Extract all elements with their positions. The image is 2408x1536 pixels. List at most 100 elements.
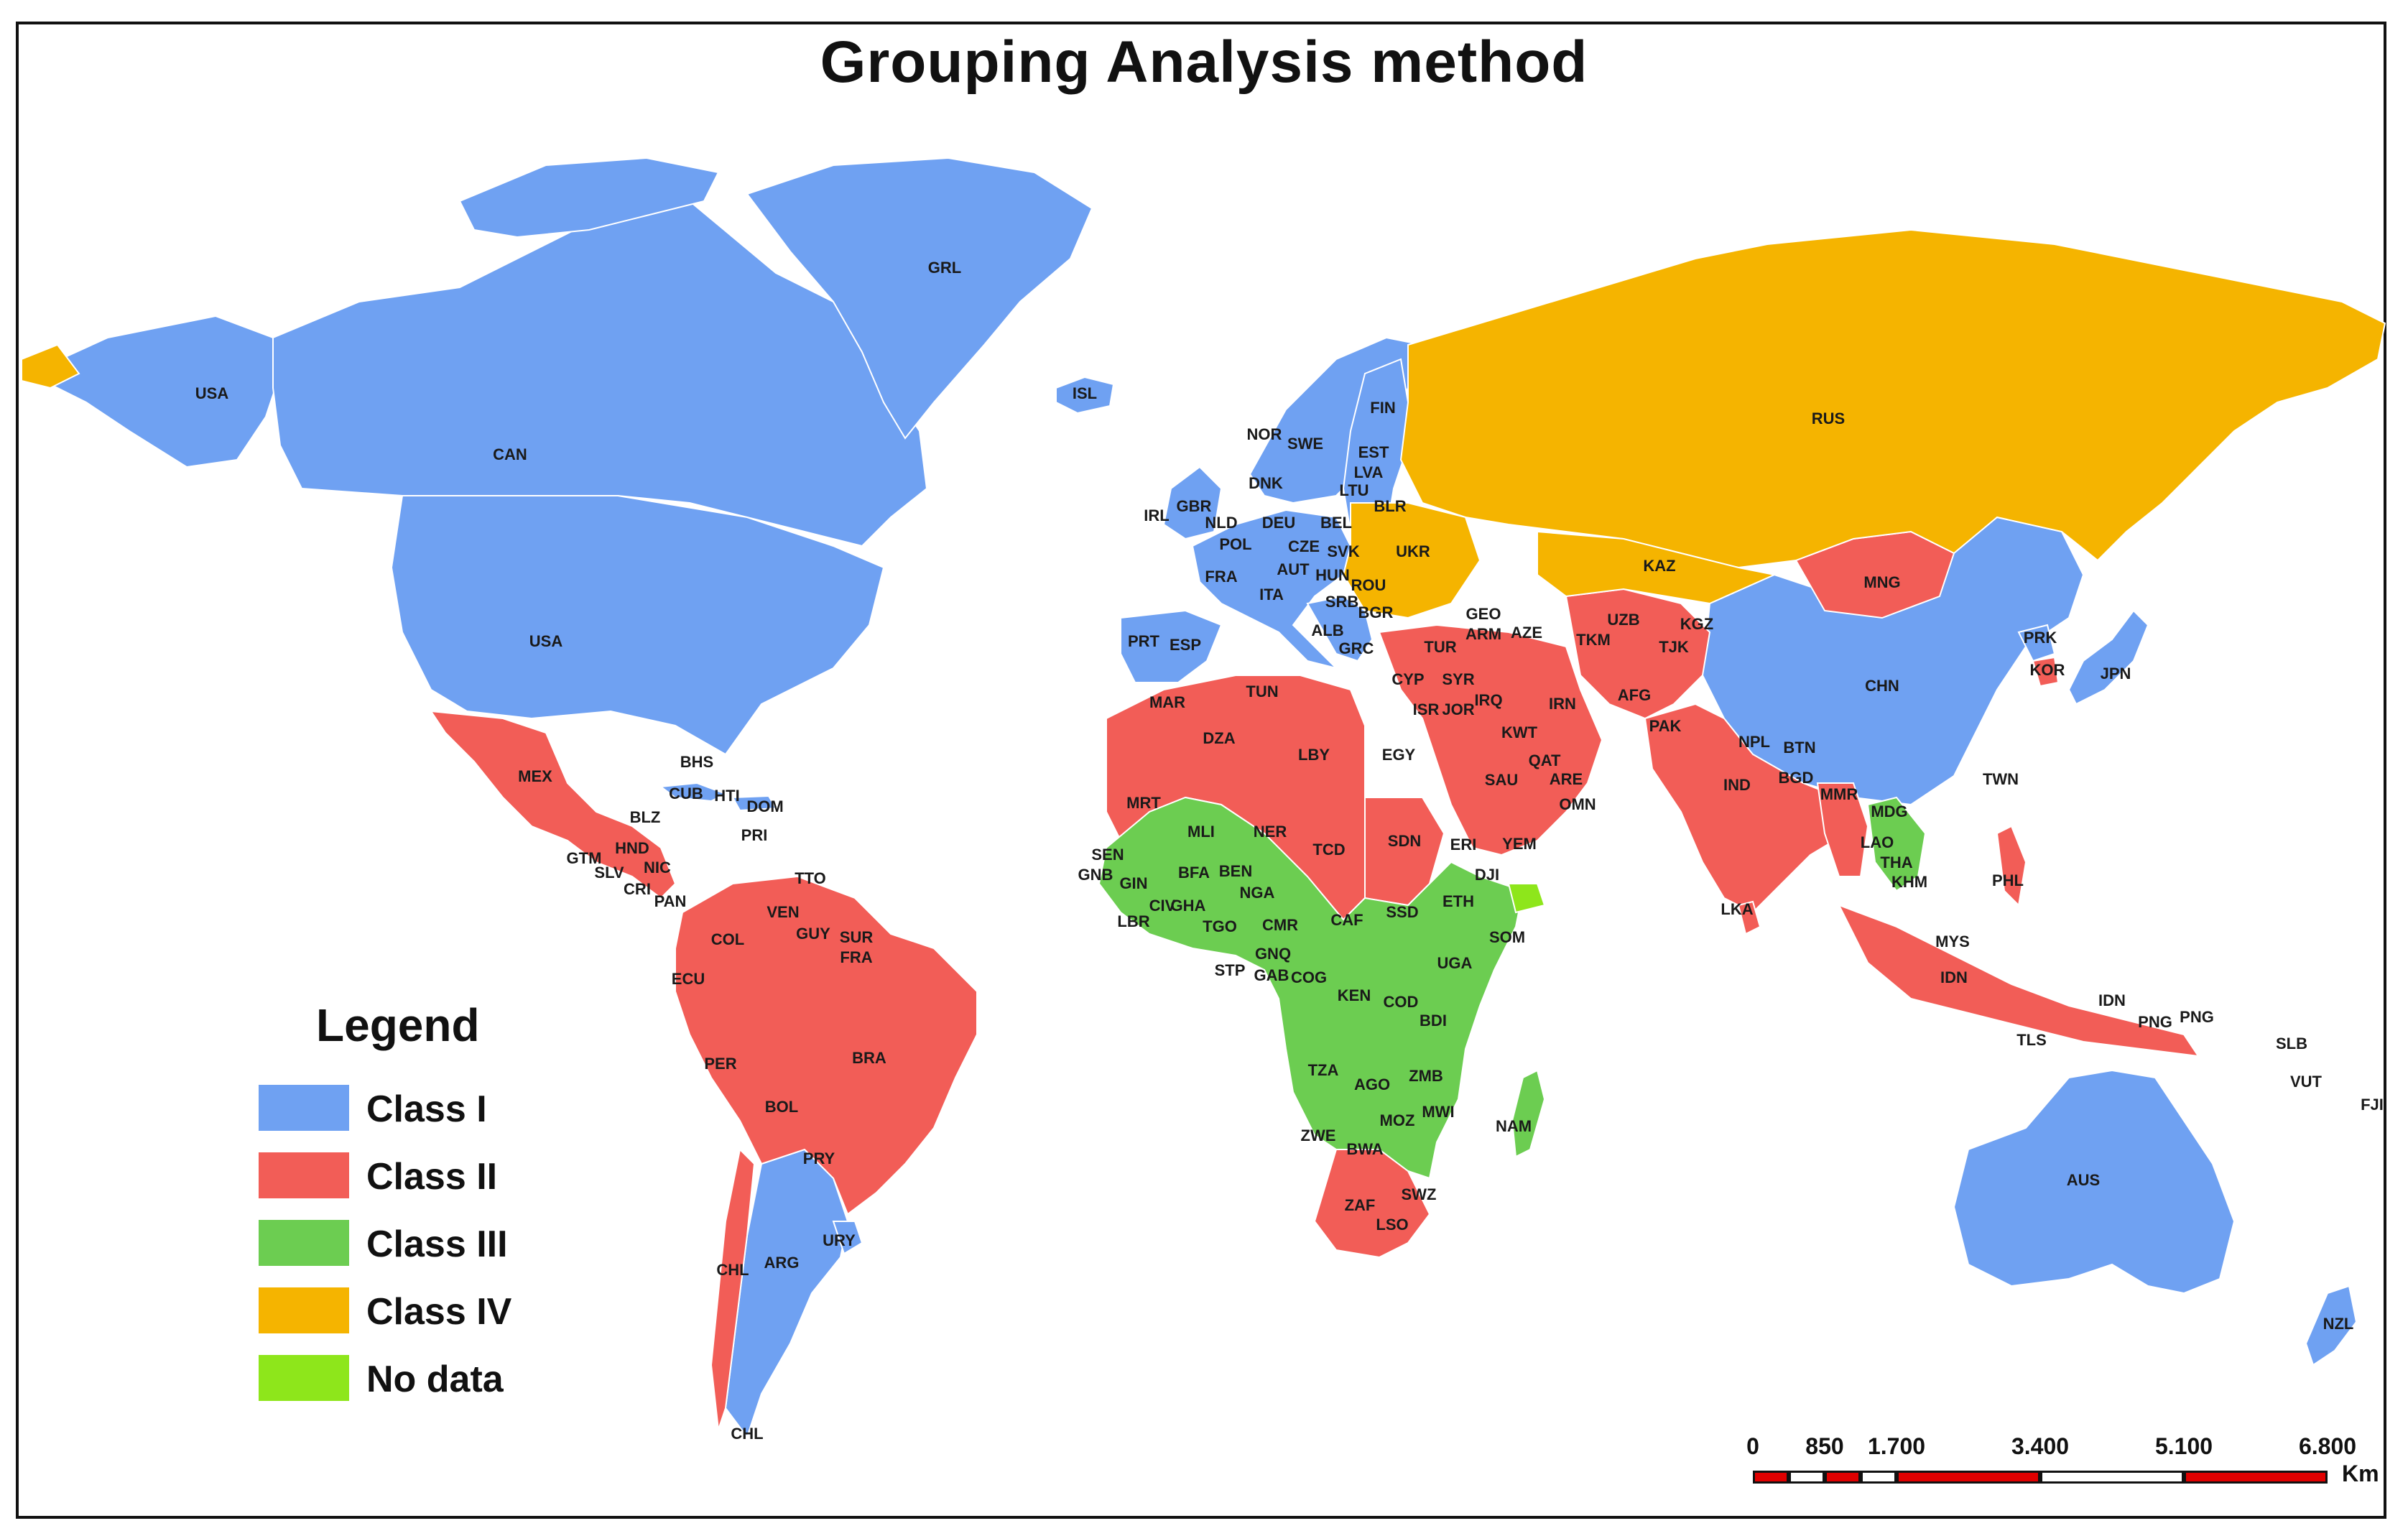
legend-label-class-iv: Class IV [366, 1291, 512, 1333]
region-new-zealand [2305, 1285, 2358, 1366]
country-label-col: COL [711, 930, 744, 948]
country-label-lao: LAO [1861, 833, 1894, 851]
scale-segment-7 [2184, 1471, 2328, 1484]
scale-bar: 0 850 1.700 3.400 5.100 6.800 Km [1746, 1433, 2385, 1498]
country-label-pan: PAN [654, 892, 687, 910]
country-label-tto: TTO [795, 869, 826, 887]
country-label-swe: SWE [1287, 435, 1323, 453]
country-label-pol: POL [1219, 535, 1251, 553]
region-western-europe [1191, 509, 1352, 670]
country-label-gnq: GNQ [1255, 945, 1291, 963]
country-label-chl: CHL [716, 1261, 749, 1279]
scale-tick-850: 850 [1805, 1433, 1844, 1459]
region-japan [2067, 609, 2149, 705]
country-label-tun: TUN [1246, 683, 1278, 700]
country-label-ury: URY [823, 1231, 856, 1249]
country-label-pri: PRI [741, 826, 768, 844]
country-label-hnd: HND [615, 839, 649, 857]
country-label-idn: IDN [2098, 991, 2126, 1009]
country-label-nic: NIC [644, 859, 671, 876]
country-label-gtm: GTM [567, 849, 602, 867]
country-label-zwe: ZWE [1301, 1126, 1336, 1144]
country-label-est: EST [1358, 443, 1389, 461]
country-label-chn: CHN [1865, 677, 1899, 695]
country-label-cmr: CMR [1262, 916, 1298, 934]
country-label-isl: ISL [1073, 384, 1097, 402]
country-label-bel: BEL [1320, 514, 1352, 532]
country-label-blz: BLZ [630, 808, 661, 826]
region-west-central-africa [1098, 796, 1524, 1180]
country-label-sau: SAU [1485, 771, 1518, 789]
scale-segment-2 [1789, 1471, 1825, 1484]
country-label-ben: BEN [1219, 862, 1252, 880]
country-label-uzb: UZB [1607, 611, 1639, 629]
legend-item-class-iii: Class III [259, 1220, 560, 1270]
region-greenland [746, 157, 1093, 440]
country-label-bra: BRA [852, 1049, 886, 1067]
country-label-gha: GHA [1171, 897, 1206, 915]
legend-label-no-data: No data [366, 1359, 504, 1400]
country-label-bfa: BFA [1178, 864, 1210, 882]
country-label-lbr: LBR [1117, 912, 1149, 930]
country-label-bhs: BHS [680, 753, 713, 771]
scale-unit: Km [2342, 1461, 2379, 1486]
country-label-cod: COD [1384, 993, 1419, 1011]
country-label-ner: NER [1254, 823, 1287, 841]
country-label-per: PER [704, 1055, 736, 1073]
country-label-pak: PAK [1649, 717, 1682, 735]
scale-segment-1 [1753, 1471, 1789, 1484]
country-label-fin: FIN [1370, 399, 1395, 417]
region-iceland [1055, 376, 1115, 415]
country-label-btn: BTN [1783, 739, 1815, 757]
country-label-svk: SVK [1327, 542, 1359, 560]
legend-swatch-class-iv [259, 1287, 349, 1333]
region-southeast-islands [1837, 904, 2200, 1058]
country-label-esp: ESP [1170, 636, 1201, 654]
country-label-jpn: JPN [2101, 665, 2131, 683]
country-label-srb: SRB [1325, 593, 1358, 611]
country-label-mli: MLI [1187, 823, 1215, 841]
country-label-irq: IRQ [1474, 691, 1502, 709]
country-label-twn: TWN [1983, 770, 2019, 788]
legend-item-class-i: Class I [259, 1085, 560, 1135]
region-eastern-europe [1342, 502, 1481, 619]
scale-tick-5100: 5.100 [2154, 1433, 2213, 1459]
country-label-npl: NPL [1738, 733, 1770, 751]
region-south-america-north [675, 875, 978, 1216]
country-label-ago: AGO [1354, 1075, 1390, 1093]
country-label-lso: LSO [1376, 1216, 1408, 1234]
country-label-aze: AZE [1511, 624, 1542, 642]
country-label-caf: CAF [1330, 911, 1363, 929]
country-label-phl: PHL [1992, 871, 2024, 889]
country-label-dnk: DNK [1249, 474, 1283, 492]
country-label-isr: ISR [1413, 700, 1440, 718]
region-iberia [1120, 609, 1223, 683]
country-label-ssd: SSD [1386, 903, 1418, 921]
class-iii-regions [1098, 796, 1927, 1180]
country-label-ltu: LTU [1339, 481, 1369, 499]
country-label-stp: STP [1215, 961, 1246, 979]
scale-tick-0: 0 [1746, 1433, 1759, 1459]
country-label-sdn: SDN [1388, 832, 1421, 850]
country-label-aus: AUS [2067, 1171, 2100, 1189]
country-label-kor: KOR [2030, 661, 2065, 679]
legend-swatch-no-data [259, 1355, 349, 1401]
country-label-qat: QAT [1529, 751, 1561, 769]
country-label-nld: NLD [1205, 514, 1237, 532]
country-label-nor: NOR [1247, 425, 1282, 443]
scale-segment-6 [2040, 1471, 2184, 1484]
country-label-tjk: TJK [1659, 638, 1689, 656]
country-label-mex: MEX [518, 767, 552, 785]
legend-label-class-iii: Class III [366, 1223, 508, 1265]
region-alaska-tip [21, 343, 80, 389]
region-indochina [1866, 796, 1927, 892]
region-central-asia [1565, 588, 1711, 720]
country-label-gnb: GNB [1078, 866, 1113, 884]
region-north-korea [2017, 624, 2056, 662]
country-label-mdg: MDG [1871, 802, 1907, 820]
region-philippines [1996, 825, 2027, 907]
country-label-can: CAN [493, 445, 527, 463]
country-label-dom: DOM [746, 797, 783, 815]
country-label-blr: BLR [1374, 497, 1406, 515]
country-label-arg: ARG [764, 1254, 800, 1272]
